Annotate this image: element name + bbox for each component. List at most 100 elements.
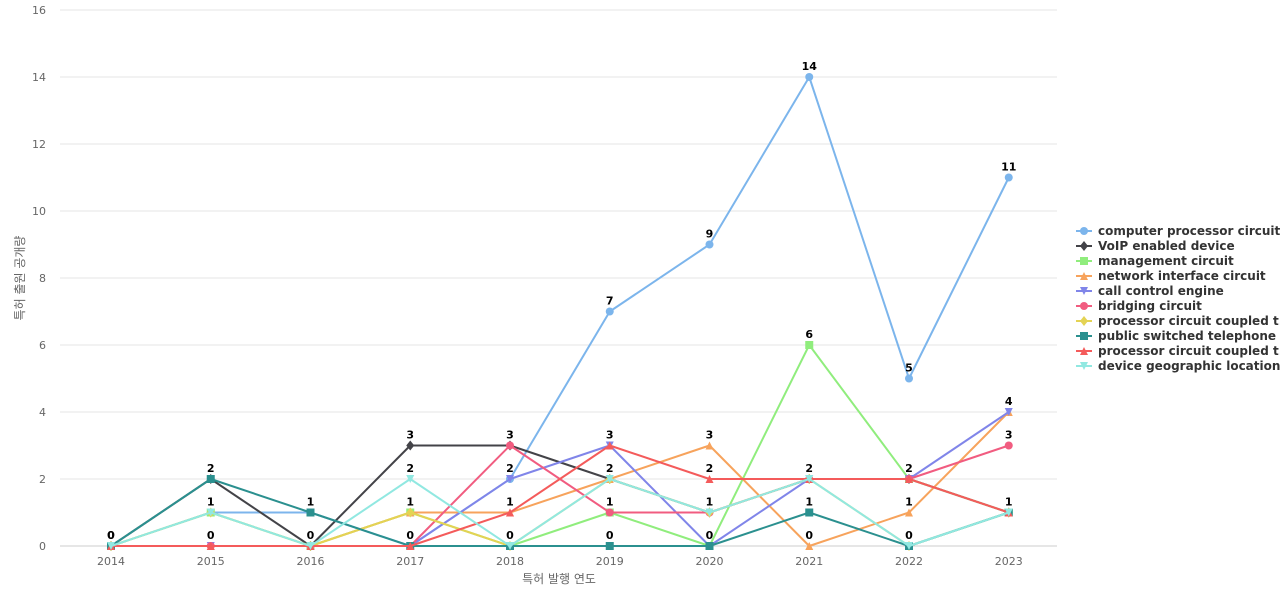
legend-item[interactable]: processor circuit coupled t... bbox=[1076, 344, 1280, 358]
legend-marker[interactable] bbox=[1080, 316, 1088, 326]
data-point[interactable] bbox=[406, 507, 415, 518]
data-label: 1 bbox=[805, 496, 813, 509]
legend-label: processor circuit coupled t... bbox=[1098, 314, 1280, 328]
data-point[interactable] bbox=[506, 475, 514, 483]
data-label: 0 bbox=[606, 529, 614, 542]
data-label: 2 bbox=[905, 462, 913, 475]
legend-marker[interactable] bbox=[1080, 362, 1088, 370]
x-tick-label: 2021 bbox=[795, 555, 823, 568]
y-axis-title: 특허 출원 공개량 bbox=[13, 236, 27, 321]
legend-marker[interactable] bbox=[1080, 302, 1088, 310]
data-point[interactable] bbox=[1004, 173, 1013, 182]
data-point[interactable] bbox=[805, 542, 814, 550]
data-label: 1 bbox=[1005, 496, 1013, 509]
data-point[interactable] bbox=[206, 508, 215, 517]
data-point[interactable] bbox=[206, 542, 215, 550]
legend-item[interactable]: computer processor circuit bbox=[1076, 224, 1280, 238]
x-tick-label: 2018 bbox=[496, 555, 524, 568]
series-line[interactable] bbox=[110, 478, 1010, 547]
data-point[interactable] bbox=[805, 475, 814, 483]
data-point[interactable] bbox=[605, 441, 614, 450]
data-point[interactable] bbox=[705, 508, 714, 517]
series-line[interactable] bbox=[110, 76, 1010, 547]
legend-marker[interactable] bbox=[1080, 347, 1088, 355]
legend-item[interactable]: public switched telephone bbox=[1076, 329, 1276, 343]
data-label: 3 bbox=[606, 429, 614, 442]
data-point[interactable] bbox=[206, 475, 215, 483]
data-label: 3 bbox=[706, 429, 714, 442]
data-label: 3 bbox=[506, 429, 514, 442]
y-tick-label: 16 bbox=[32, 4, 46, 17]
y-tick-label: 10 bbox=[32, 205, 46, 218]
series-line[interactable] bbox=[111, 444, 1010, 547]
legend-label: processor circuit coupled t... bbox=[1098, 344, 1280, 358]
data-label: 0 bbox=[706, 529, 714, 542]
data-point[interactable] bbox=[805, 73, 814, 81]
data-label: 1 bbox=[706, 496, 714, 509]
legend-item[interactable]: management circuit bbox=[1076, 254, 1234, 268]
data-point[interactable] bbox=[905, 475, 913, 483]
data-point[interactable] bbox=[605, 307, 614, 316]
x-tick-label: 2015 bbox=[197, 555, 225, 568]
legend-item[interactable]: bridging circuit bbox=[1076, 299, 1202, 313]
legend-label: bridging circuit bbox=[1098, 299, 1202, 313]
y-tick-label: 14 bbox=[32, 71, 46, 84]
data-label: 2 bbox=[406, 462, 414, 475]
legend-label: management circuit bbox=[1098, 254, 1234, 268]
series-line[interactable] bbox=[110, 478, 1010, 547]
data-label: 0 bbox=[506, 529, 514, 542]
legend-marker[interactable] bbox=[1080, 227, 1088, 235]
legend-item[interactable]: device geographic location bbox=[1076, 359, 1280, 373]
data-point[interactable] bbox=[705, 441, 714, 450]
data-point[interactable] bbox=[1004, 508, 1013, 517]
data-point[interactable] bbox=[905, 374, 913, 383]
y-tick-label: 12 bbox=[32, 138, 46, 151]
data-point[interactable] bbox=[705, 542, 714, 550]
data-point[interactable] bbox=[506, 508, 514, 517]
data-point[interactable] bbox=[406, 440, 415, 451]
data-point[interactable] bbox=[805, 508, 814, 517]
y-axis: 0 2 4 6 8 10 12 14 16 bbox=[32, 4, 46, 553]
data-point[interactable] bbox=[406, 542, 415, 550]
data-point[interactable] bbox=[805, 341, 814, 349]
data-point[interactable] bbox=[306, 542, 315, 550]
data-point[interactable] bbox=[506, 441, 514, 450]
legend-marker[interactable] bbox=[1080, 272, 1088, 280]
data-point[interactable] bbox=[605, 475, 614, 483]
series-line[interactable] bbox=[110, 344, 1010, 547]
data-point[interactable] bbox=[705, 475, 714, 483]
series-3 bbox=[107, 341, 1013, 550]
data-label: 5 bbox=[905, 362, 913, 375]
data-label: 6 bbox=[805, 328, 813, 341]
data-point[interactable] bbox=[107, 542, 115, 550]
legend-marker[interactable] bbox=[1080, 287, 1088, 295]
data-label: 1 bbox=[406, 496, 414, 509]
data-point[interactable] bbox=[1004, 408, 1013, 416]
legend-marker[interactable] bbox=[1080, 241, 1088, 251]
series-10 bbox=[107, 475, 1013, 550]
data-point[interactable] bbox=[705, 240, 714, 249]
legend-item[interactable]: VoIP enabled device bbox=[1076, 239, 1235, 253]
legend-label: public switched telephone bbox=[1098, 329, 1276, 343]
data-point[interactable] bbox=[306, 508, 315, 517]
data-label: 2 bbox=[506, 462, 514, 475]
legend-item[interactable]: network interface circuit bbox=[1076, 269, 1266, 283]
data-label: 1 bbox=[606, 496, 614, 509]
data-point[interactable] bbox=[605, 508, 614, 517]
data-point[interactable] bbox=[506, 542, 514, 550]
data-point[interactable] bbox=[905, 508, 913, 517]
legend-marker[interactable] bbox=[1080, 332, 1088, 340]
data-point[interactable] bbox=[406, 475, 415, 483]
legend-item[interactable]: processor circuit coupled t... bbox=[1076, 314, 1280, 328]
data-point[interactable] bbox=[1004, 441, 1013, 450]
data-label: 11 bbox=[1001, 161, 1016, 174]
legend-marker[interactable] bbox=[1080, 257, 1088, 265]
legend-item[interactable]: call control engine bbox=[1076, 284, 1224, 298]
data-label: 1 bbox=[307, 496, 315, 509]
data-label: 0 bbox=[905, 529, 913, 542]
data-point[interactable] bbox=[605, 542, 614, 550]
data-point[interactable] bbox=[905, 542, 913, 550]
data-label: 1 bbox=[905, 496, 913, 509]
data-label: 0 bbox=[107, 529, 115, 542]
